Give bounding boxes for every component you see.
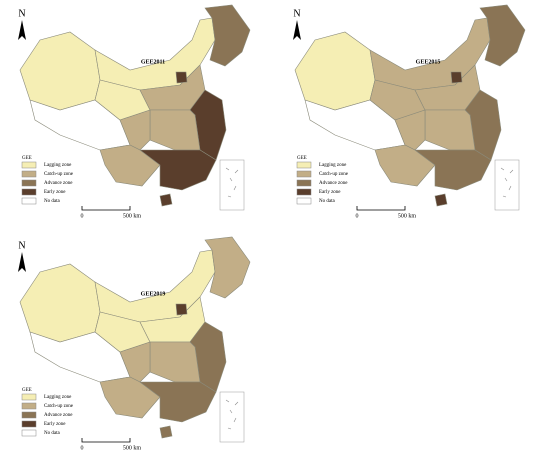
scale-end: 500 km xyxy=(123,213,142,219)
inset-islands xyxy=(225,167,239,198)
legend-label: Early zone xyxy=(319,190,341,195)
region xyxy=(204,236,251,299)
legend-swatch xyxy=(296,179,312,187)
legend-swatch xyxy=(296,197,312,205)
legend-swatch xyxy=(21,420,37,428)
legend-label: Lagging zone xyxy=(319,163,347,168)
legend-label: Catch-up zone xyxy=(44,172,74,177)
scale-bar xyxy=(81,438,131,443)
region xyxy=(414,149,492,191)
map-title: GEE2015 xyxy=(416,59,441,65)
region xyxy=(479,4,526,67)
legend-title: GEE xyxy=(22,388,32,393)
map-panel: N GEE2011 GEE Lagging zone Catch-up zone Adva… xyxy=(18,4,251,219)
legend-swatch xyxy=(21,429,37,437)
scale-bar xyxy=(356,206,406,211)
north-label: N xyxy=(18,8,25,19)
legend-swatch xyxy=(21,179,37,187)
region xyxy=(159,425,173,439)
legend-swatch xyxy=(21,197,37,205)
region xyxy=(19,263,101,343)
region xyxy=(149,341,201,383)
legend-label: Early zone xyxy=(44,422,66,427)
legend-swatch xyxy=(21,402,37,410)
legend-swatch xyxy=(21,161,37,169)
inset-islands xyxy=(500,167,514,198)
region xyxy=(434,193,448,207)
legend-label: Advance zone xyxy=(44,413,73,418)
map-panel: N GEE2019 GEE Lagging zone Catch-up zone Adva… xyxy=(18,236,251,451)
region xyxy=(175,303,188,316)
legend-label: Catch-up zone xyxy=(44,404,74,409)
legend-label: No data xyxy=(319,199,335,204)
region xyxy=(139,149,217,191)
legend-label: No data xyxy=(44,199,60,204)
region xyxy=(99,376,161,419)
region xyxy=(139,381,217,423)
legend-swatch xyxy=(296,161,312,169)
north-label: N xyxy=(293,8,300,19)
legend-label: Lagging zone xyxy=(44,163,72,168)
region xyxy=(119,341,151,383)
legend-swatch xyxy=(21,393,37,401)
region xyxy=(99,144,161,187)
region xyxy=(149,109,201,151)
region xyxy=(424,109,476,151)
legend-swatch xyxy=(21,411,37,419)
legend-label: No data xyxy=(44,431,60,436)
region xyxy=(159,193,173,207)
scale-end: 500 km xyxy=(123,445,142,451)
legend-swatch xyxy=(21,188,37,196)
region xyxy=(119,109,151,151)
scale-start: 0 xyxy=(81,445,84,451)
inset-frame xyxy=(219,159,245,211)
scale-bar xyxy=(81,206,131,211)
map-panel: N GEE2015 GEE Lagging zone Catch-up zone Adva… xyxy=(293,4,526,219)
north-arrow xyxy=(293,20,301,40)
legend-title: GEE xyxy=(22,156,32,161)
legend-label: Early zone xyxy=(44,190,66,195)
region xyxy=(450,71,463,84)
inset-frame xyxy=(494,159,520,211)
legend-swatch xyxy=(296,170,312,178)
region xyxy=(374,144,436,187)
north-label: N xyxy=(18,240,25,251)
legend-swatch xyxy=(21,170,37,178)
legend-label: Advance zone xyxy=(44,181,73,186)
inset-frame xyxy=(219,391,245,443)
map-title: GEE2019 xyxy=(141,291,166,297)
legend-label: Advance zone xyxy=(319,181,348,186)
region xyxy=(19,31,101,111)
region xyxy=(294,31,376,111)
legend-label: Lagging zone xyxy=(44,395,72,400)
region xyxy=(204,4,251,67)
scale-start: 0 xyxy=(356,213,359,219)
region xyxy=(175,71,188,84)
north-arrow xyxy=(18,20,26,40)
inset-islands xyxy=(225,399,239,430)
region xyxy=(394,109,426,151)
north-arrow xyxy=(18,252,26,272)
legend-label: Catch-up zone xyxy=(319,172,349,177)
scale-end: 500 km xyxy=(398,213,417,219)
legend-title: GEE xyxy=(297,156,307,161)
legend-swatch xyxy=(296,188,312,196)
scale-start: 0 xyxy=(81,213,84,219)
map-title: GEE2011 xyxy=(141,59,165,65)
